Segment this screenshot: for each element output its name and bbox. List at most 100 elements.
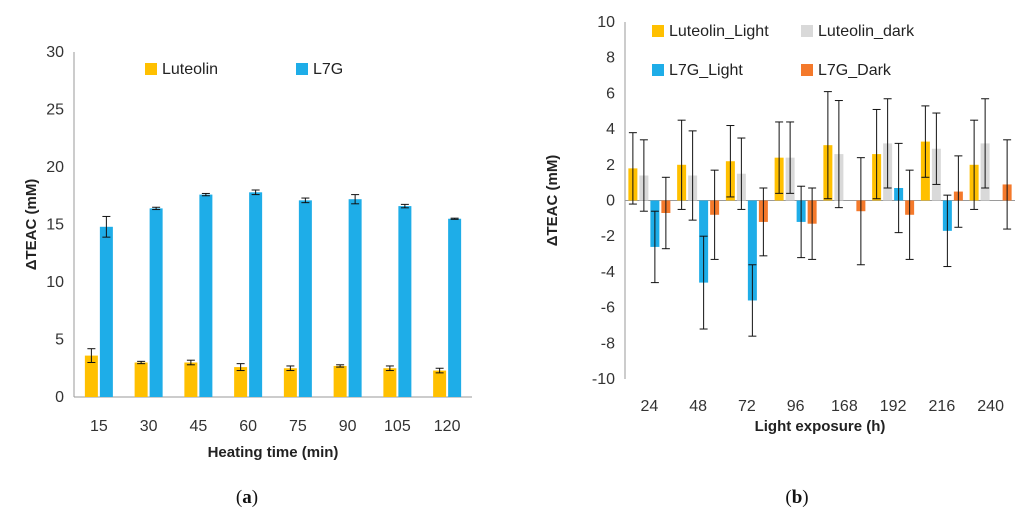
x-axis-title: Heating time (min) [208,444,339,461]
bar [383,368,397,397]
bar [298,200,312,397]
error-bar [748,264,757,337]
error-bar [808,187,817,260]
error-bar [351,194,360,205]
error-bar [775,121,784,194]
error-bar [834,100,843,209]
error-bar [905,169,914,260]
legend-item: L7G [296,61,343,78]
error-bar [400,203,409,209]
error-bar [823,91,832,200]
error-bar [137,360,146,365]
error-bar [201,192,210,197]
y-tick-label: 8 [606,50,615,67]
y-tick-label: 25 [46,102,64,119]
error-bar [688,130,697,221]
y-tick-label: 2 [606,157,615,174]
y-tick-label: -4 [601,264,615,281]
bar [398,206,412,397]
legend-item: L7G_Light [652,62,743,79]
error-bar [236,363,245,372]
error-bar [883,98,892,189]
x-tick-label: 60 [239,418,257,435]
bar [348,199,362,397]
error-bar [737,137,746,210]
legend-item: Luteolin [145,61,218,78]
x-tick-label: 24 [640,398,658,415]
x-tick-label: 192 [880,398,907,415]
x-tick-label: 216 [929,398,956,415]
y-tick-label: 0 [55,389,64,406]
error-bar [650,210,659,284]
error-bar [286,365,295,372]
error-bar [152,206,161,211]
bar [283,368,297,397]
error-bar [87,348,96,363]
bar [199,194,213,397]
error-bar [677,119,686,210]
error-bar [186,359,195,366]
error-bar [639,139,648,212]
legend: Luteolin L7G [145,61,343,78]
bar [234,367,248,397]
y-tick-label: -2 [601,228,615,245]
error-bar [251,189,260,196]
legend-item: Luteolin_Light [652,23,769,40]
panel-label: (b) [785,487,808,508]
x-tick-label: 105 [384,418,411,435]
legend-swatch [801,25,813,37]
bar [184,362,198,397]
legend-item: Luteolin_dark [801,23,915,40]
bar [448,218,462,397]
legend-swatch [296,63,308,75]
x-tick-label: 168 [831,398,858,415]
legend-swatch [801,64,813,76]
legend-swatch [652,25,664,37]
y-tick-label: 20 [46,159,64,176]
legend-label: Luteolin [162,61,218,78]
error-bar [759,187,768,257]
x-tick-label: 72 [738,398,756,415]
legend-label: Luteolin_dark [818,23,915,40]
x-tick-label: 45 [189,418,207,435]
y-tick-label: -10 [592,371,615,388]
y-tick-label: 10 [597,14,615,31]
plot-area: 0 5 10 15 20 25 30 15 30 45 60 75 90 105 120 [46,44,472,435]
legend: Luteolin_Light Luteolin_dark L7G_Light L7G_… [652,23,915,79]
panel-label: (a) [236,487,258,508]
legend-swatch [652,64,664,76]
bar [134,362,148,397]
chart-panel-a: ΔTEAC (mM) Heating time (min) 0 5 10 15 20 25… [23,44,472,508]
x-tick-label: 75 [289,418,307,435]
error-bar [894,142,903,234]
error-bar [981,98,990,189]
chart-panel-b: ΔTEAC (mM) Light exposure (h) -10 -8 -6 -4 -… [544,14,1015,508]
y-tick-label: 5 [55,332,64,349]
error-bar [1003,139,1012,230]
error-bar [786,121,795,194]
y-tick-label: 4 [606,121,615,138]
error-bar [921,105,930,178]
x-tick-label: 240 [977,398,1004,415]
error-bar [726,125,735,198]
x-tick-label: 90 [339,418,357,435]
error-bar [435,367,444,374]
legend-label: L7G_Light [669,62,743,79]
legend-label: Luteolin_Light [669,23,769,40]
y-tick-label: 30 [46,44,64,61]
legend-label: L7G_Dark [818,62,892,79]
error-bar [932,112,941,185]
error-bar [710,169,719,260]
x-tick-label: 15 [90,418,108,435]
x-tick-label: 48 [689,398,707,415]
x-tick-label: 120 [434,418,461,435]
bar [747,200,757,301]
error-bar [102,215,111,238]
y-tick-label: 6 [606,85,615,102]
error-bar [628,132,637,205]
error-bar [661,176,670,250]
y-tick-label: 15 [46,217,64,234]
error-bar [385,365,394,372]
bar [433,370,447,397]
